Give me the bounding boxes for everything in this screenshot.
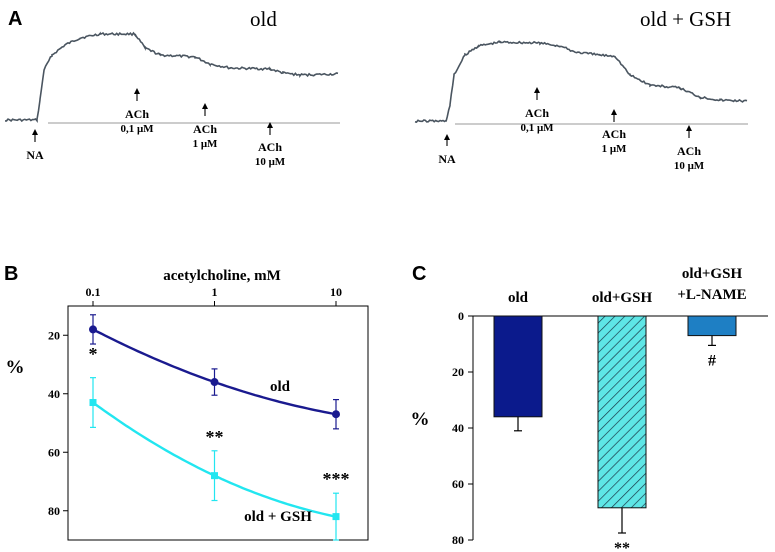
chart-b-x-tick-label: 0.1 xyxy=(86,285,101,299)
trace-old-marker-ach-3-dose: 10 μM xyxy=(255,156,286,168)
panel-label-b: B xyxy=(4,263,18,285)
trace-old-marker-ach-1: ACh 0,1 μM xyxy=(120,88,154,135)
trace-old-marker-ach-3-label: ACh xyxy=(258,140,282,154)
panel-label-a: A xyxy=(8,8,22,30)
trace-old-marker-ach-3: ACh 10 μM xyxy=(255,122,286,168)
trace-old-marker-na: NA xyxy=(26,129,44,162)
trace-gsh-marker-na: NA xyxy=(438,134,456,166)
chart-b-y-axis-title: % xyxy=(6,357,25,378)
trace-old-marker-ach-1-dose: 0,1 μM xyxy=(120,123,154,135)
chart-b-point-old-gsh xyxy=(89,399,97,407)
chart-c-category-label: old+GSH xyxy=(592,290,653,306)
panel-label-c: C xyxy=(412,263,426,285)
trace-old-marker-na-label: NA xyxy=(26,148,44,162)
trace-gsh-marker-ach-3-dose: 10 μM xyxy=(674,160,705,172)
chart-c-category-label: +L-NAME xyxy=(677,287,746,303)
trace-gsh-marker-ach-1: ACh 0,1 μM xyxy=(520,87,554,134)
trace-old-marker-ach-2-label: ACh xyxy=(193,122,217,136)
trace-gsh-marker-ach-1-dose: 0,1 μM xyxy=(520,122,554,134)
chart-b-point-old xyxy=(89,325,97,334)
chart-c-category-label: old xyxy=(508,290,529,306)
chart-b-y-tick-label: 60 xyxy=(48,445,60,459)
trace-gsh-marker-ach-2: ACh 1 μM xyxy=(602,109,627,155)
trace-old-marker-ach-2-dose: 1 μM xyxy=(193,138,218,150)
chart-b-point-old-gsh xyxy=(332,513,340,521)
chart-c-bar-2 xyxy=(597,315,647,509)
chart-b-significance-mark: *** xyxy=(323,469,350,489)
trace-gsh-marker-ach-2-label: ACh xyxy=(602,127,626,141)
trace-old-signal xyxy=(5,31,339,124)
trace-gsh-marker-na-label: NA xyxy=(438,152,456,166)
trace-old-marker-ach-2: ACh 1 μM xyxy=(193,103,218,150)
chart-b-y-tick-label: 80 xyxy=(48,504,60,518)
chart-b-series-label: old xyxy=(270,379,291,395)
chart-b-point-old xyxy=(332,410,340,419)
chart-c-y-tick-label: 20 xyxy=(452,365,464,379)
chart-c-category-label: old+GSH xyxy=(682,266,743,282)
chart-b-x-axis-title: acetylcholine, mM xyxy=(163,268,280,284)
trace-old-marker-ach-1-label: ACh xyxy=(125,107,149,121)
chart-b-x-tick-label: 10 xyxy=(330,285,342,299)
chart-b-plot-frame xyxy=(67,305,369,541)
chart-c-y-tick-label: 60 xyxy=(452,477,464,491)
chart-c-significance-mark: ** xyxy=(614,540,630,552)
chart-b-series-label: old + GSH xyxy=(244,509,312,525)
chart-c-y-tick-label: 40 xyxy=(452,421,464,435)
chart-c-bar-3 xyxy=(687,315,737,337)
chart-b-y-tick-label: 40 xyxy=(48,387,60,401)
chart-c-significance-mark: # xyxy=(708,352,716,369)
trace-gsh-title: old + GSH xyxy=(640,7,731,31)
panel-a-trace-old: old NA ACh 0,1 μM ACh 1 μM ACh 10 μM xyxy=(5,7,340,168)
chart-c-bar-1 xyxy=(493,315,543,418)
trace-gsh-signal xyxy=(414,40,748,123)
trace-gsh-marker-ach-2-dose: 1 μM xyxy=(602,143,627,155)
chart-b-y-tick-label: 20 xyxy=(48,328,60,342)
chart-b-x-tick-label: 1 xyxy=(212,285,218,299)
chart-b-significance-mark: ** xyxy=(206,427,224,447)
trace-gsh-marker-ach-3-label: ACh xyxy=(677,144,701,158)
panel-a-trace-gsh: old + GSH NA ACh 0,1 μM ACh 1 μM ACh 10 … xyxy=(414,7,748,172)
chart-c: % 0 20 40 60 80 old old+GSH ** old+GSH +L-NAME # xyxy=(411,266,768,552)
chart-b-point-old xyxy=(210,378,219,387)
chart-b-significance-mark: * xyxy=(89,344,98,364)
chart-c-y-tick-label: 0 xyxy=(458,309,464,323)
chart-c-y-axis-title: % xyxy=(411,409,430,430)
trace-gsh-marker-ach-1-label: ACh xyxy=(525,106,549,120)
trace-old-title: old xyxy=(250,7,277,31)
chart-b-point-old-gsh xyxy=(211,472,218,480)
chart-c-y-tick-label: 80 xyxy=(452,533,464,547)
chart-b: acetylcholine, mM % 0.1 1 10 20 40 60 80 * old *… xyxy=(6,268,369,541)
trace-gsh-marker-ach-3: ACh 10 μM xyxy=(674,125,705,172)
